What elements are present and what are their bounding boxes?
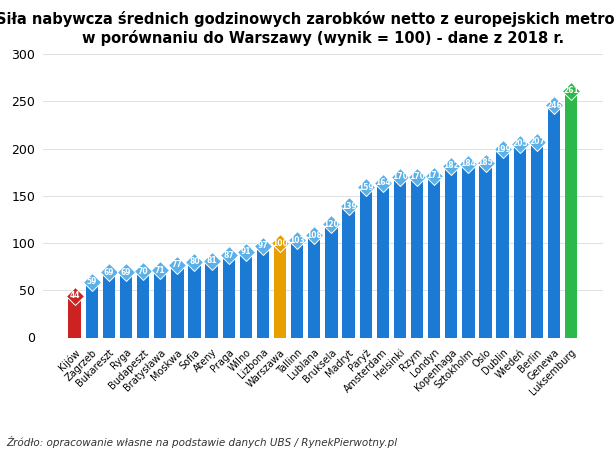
Text: 185: 185 [478, 158, 493, 167]
Text: 97: 97 [258, 241, 268, 250]
Bar [137, 271, 149, 338]
Text: 207: 207 [529, 137, 545, 146]
Bar [445, 166, 458, 338]
Text: 71: 71 [155, 266, 165, 275]
Text: 81: 81 [206, 256, 217, 266]
Text: 164: 164 [375, 178, 391, 187]
Bar [514, 144, 526, 338]
Text: 87: 87 [223, 251, 234, 260]
Bar [343, 206, 355, 338]
Text: 77: 77 [172, 260, 183, 269]
Text: Źródło: opracowanie własne na podstawie danych UBS / RynekPierwotny.pl: Źródło: opracowanie własne na podstawie … [6, 436, 397, 448]
Text: 91: 91 [240, 247, 251, 256]
Text: 182: 182 [443, 161, 459, 170]
Text: 100: 100 [272, 238, 288, 248]
Bar [360, 187, 372, 338]
Bar [291, 240, 303, 338]
Bar [240, 252, 252, 338]
Bar [548, 105, 560, 338]
Bar [428, 176, 440, 338]
Bar [565, 91, 577, 338]
Bar [462, 164, 475, 338]
Bar [411, 177, 423, 338]
Bar [68, 296, 81, 338]
Text: 80: 80 [189, 257, 200, 266]
Text: 120: 120 [323, 220, 339, 229]
Bar [223, 255, 235, 338]
Bar [188, 262, 200, 338]
Bar [274, 243, 286, 338]
Text: 170: 170 [392, 172, 408, 181]
Text: 70: 70 [138, 267, 148, 276]
Bar [257, 246, 269, 338]
Text: 205: 205 [512, 140, 528, 148]
Bar [325, 224, 338, 338]
Text: 69: 69 [121, 268, 131, 277]
Text: 69: 69 [104, 268, 114, 277]
Title: Siła nabywcza średnich godzinowych zarobków netto z europejskich metropolii
w po: Siła nabywcza średnich godzinowych zarob… [0, 11, 615, 46]
Bar [120, 272, 132, 338]
Bar [479, 162, 491, 338]
Bar [154, 270, 167, 338]
Text: 171: 171 [426, 171, 442, 180]
Bar [205, 261, 218, 338]
Bar [496, 149, 509, 338]
Text: 108: 108 [306, 231, 322, 240]
Text: 170: 170 [409, 172, 425, 181]
Bar [308, 235, 320, 338]
Bar [103, 272, 115, 338]
Text: 246: 246 [546, 100, 562, 109]
Text: 184: 184 [461, 159, 477, 168]
Bar [531, 142, 543, 338]
Bar [376, 183, 389, 338]
Text: 59: 59 [87, 277, 97, 286]
Bar [394, 177, 406, 338]
Text: 261: 261 [563, 86, 579, 95]
Bar [85, 282, 98, 338]
Text: 44: 44 [69, 292, 80, 301]
Text: 103: 103 [289, 236, 305, 245]
Bar [171, 265, 183, 338]
Text: 159: 159 [358, 183, 373, 192]
Text: 199: 199 [494, 145, 510, 154]
Text: 139: 139 [341, 202, 357, 211]
